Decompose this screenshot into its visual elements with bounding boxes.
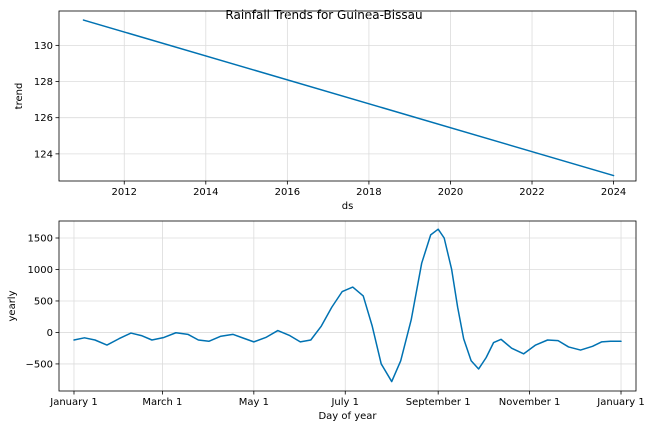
trend-axes-frame — [58, 10, 637, 182]
yearly-x-axis-label: Day of year — [318, 411, 377, 422]
x-tick-label: May 1 — [239, 397, 269, 408]
x-tick-label: 2024 — [601, 187, 626, 198]
x-tick-label: 2022 — [519, 187, 544, 198]
yearly-axes-frame — [58, 220, 637, 392]
x-tick-label: 2018 — [356, 187, 381, 198]
yearly-ticks: January 1 March 1 May 1 July 1 September 1 No… — [26, 234, 645, 409]
x-tick-label: 2016 — [275, 187, 300, 198]
x-tick-label: March 1 — [142, 397, 182, 408]
y-tick-label: 130 — [34, 41, 53, 52]
x-tick-label: 2012 — [112, 187, 137, 198]
y-tick-label: −500 — [26, 359, 53, 370]
x-tick-label: July 1 — [330, 397, 359, 408]
y-tick-label: 500 — [34, 296, 53, 307]
x-tick-label: January 1 — [49, 397, 97, 408]
trend-y-axis-label: trend — [14, 83, 25, 110]
x-tick-label: November 1 — [499, 397, 561, 408]
yearly-line — [73, 228, 622, 383]
yearly-grid — [59, 221, 636, 391]
yearly-panel: January 1 March 1 May 1 July 1 September 1 No… — [7, 220, 645, 422]
y-tick-label: 0 — [47, 328, 53, 339]
trend-panel: 2012 2014 2016 2018 2020 2022 2024 124 126 128 130… — [14, 10, 637, 212]
trend-grid — [59, 11, 636, 181]
y-tick-label: 1000 — [28, 265, 53, 276]
x-tick-label: 2014 — [193, 187, 218, 198]
figure-title: Rainfall Trends for Guinea-Bissau — [225, 8, 422, 22]
y-tick-label: 128 — [34, 77, 53, 88]
x-tick-label: January 1 — [596, 397, 644, 408]
y-tick-label: 126 — [34, 113, 53, 124]
x-tick-label: 2020 — [438, 187, 463, 198]
y-tick-label: 1500 — [28, 234, 53, 245]
trend-line — [82, 19, 615, 177]
trend-ticks: 2012 2014 2016 2018 2020 2022 2024 124 126 128 130 — [34, 41, 626, 198]
x-tick-label: September 1 — [406, 397, 471, 408]
yearly-y-axis-label: yearly — [7, 290, 18, 321]
trend-x-axis-label: ds — [342, 201, 354, 212]
y-tick-label: 124 — [34, 149, 53, 160]
